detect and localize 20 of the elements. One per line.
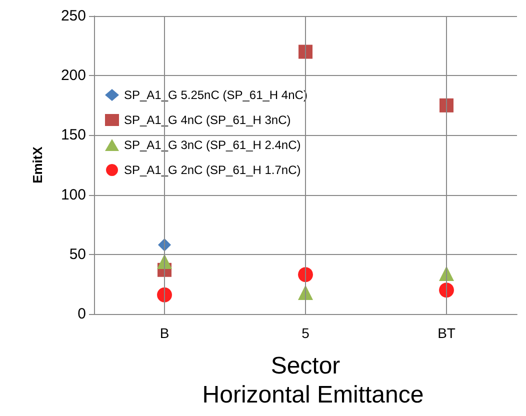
- x-axis-title: Sector: [270, 352, 340, 380]
- y-tick-label: 250: [60, 8, 86, 24]
- y-tick-label: 100: [60, 186, 86, 204]
- point: [439, 282, 454, 298]
- y-tick-label: 200: [60, 67, 86, 84]
- legend-label: SP_A1_G 3nC (SP_61_H 2.4nC): [124, 138, 301, 152]
- legend-label: SP_A1_G 2nC (SP_61_H 1.7nC): [124, 163, 301, 177]
- x-tick-label: 5: [302, 325, 310, 341]
- point: [440, 98, 454, 112]
- point: [157, 287, 172, 302]
- legend-label: SP_A1_G 4nC (SP_61_H 3nC): [124, 113, 291, 127]
- y-axis-title: EmitX: [30, 146, 45, 184]
- x-tick-label: BT: [438, 325, 456, 341]
- point: [298, 267, 313, 282]
- y-tick-label: 150: [60, 126, 86, 144]
- y-tick-label: 50: [69, 246, 86, 263]
- x-tick-label: B: [160, 325, 170, 341]
- y-tick-label: 0: [78, 306, 86, 322]
- point: [298, 44, 312, 59]
- text: Horizontal Emittance: [202, 382, 424, 408]
